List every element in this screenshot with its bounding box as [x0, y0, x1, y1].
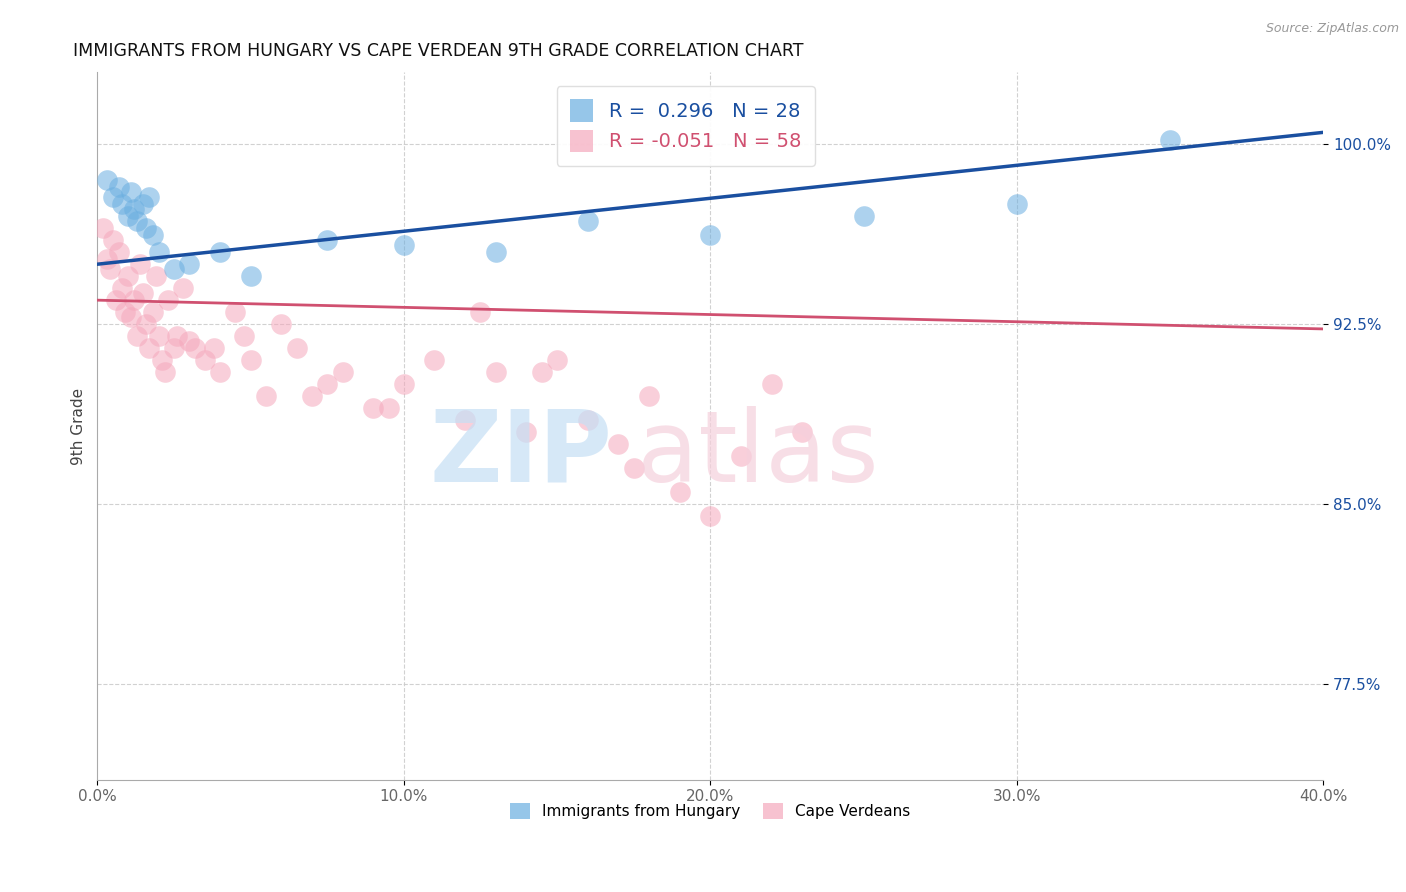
Point [254, 389, 277, 403]
Point [301, 389, 323, 403]
Point [166, 329, 188, 343]
Point [208, 365, 231, 379]
Point [101, 190, 124, 204]
Point [332, 365, 354, 379]
Point [98, 262, 121, 277]
Point [623, 461, 645, 475]
Point [607, 437, 630, 451]
Point [111, 281, 134, 295]
Point [120, 186, 142, 200]
Text: atlas: atlas [637, 406, 879, 503]
Point [172, 281, 194, 295]
Point [117, 269, 139, 284]
Point [141, 228, 163, 243]
Point [150, 353, 173, 368]
Point [361, 401, 384, 415]
Point [145, 269, 167, 284]
Point [699, 508, 721, 523]
Point [761, 377, 783, 392]
Point [135, 221, 157, 235]
Point [127, 329, 149, 343]
Point [576, 214, 599, 228]
Point [179, 334, 201, 348]
Point [485, 365, 508, 379]
Point [792, 425, 814, 439]
Point [120, 310, 142, 324]
Point [179, 257, 201, 271]
Point [135, 317, 157, 331]
Point [163, 262, 186, 277]
Point [233, 329, 256, 343]
Text: IMMIGRANTS FROM HUNGARY VS CAPE VERDEAN 9TH GRADE CORRELATION CHART: IMMIGRANTS FROM HUNGARY VS CAPE VERDEAN … [73, 42, 803, 60]
Point [132, 197, 155, 211]
Point [1005, 197, 1028, 211]
Point [485, 245, 508, 260]
Point [96, 173, 118, 187]
Point [668, 485, 690, 500]
Point [114, 305, 136, 319]
Point [852, 209, 875, 223]
Point [148, 245, 170, 260]
Text: ZIP: ZIP [429, 406, 612, 503]
Point [129, 257, 152, 271]
Point [104, 293, 127, 308]
Point [638, 389, 661, 403]
Point [107, 180, 129, 194]
Point [127, 214, 149, 228]
Point [111, 197, 134, 211]
Point [107, 245, 129, 260]
Point [224, 305, 246, 319]
Point [285, 341, 308, 355]
Point [122, 293, 145, 308]
Point [208, 245, 231, 260]
Point [184, 341, 207, 355]
Point [163, 341, 186, 355]
Point [316, 377, 339, 392]
Y-axis label: 9th Grade: 9th Grade [72, 387, 86, 465]
Point [96, 252, 118, 267]
Point [194, 353, 217, 368]
Point [101, 233, 124, 247]
Point [576, 413, 599, 427]
Point [117, 209, 139, 223]
Legend: Immigrants from Hungary, Cape Verdeans: Immigrants from Hungary, Cape Verdeans [503, 797, 917, 825]
Point [699, 228, 721, 243]
Point [1159, 132, 1181, 146]
Point [156, 293, 179, 308]
Point [392, 377, 415, 392]
Point [138, 190, 160, 204]
Point [122, 202, 145, 216]
Point [93, 221, 115, 235]
Point [316, 233, 339, 247]
Point [730, 449, 752, 463]
Point [141, 305, 163, 319]
Point [270, 317, 292, 331]
Point [470, 305, 492, 319]
Point [132, 285, 155, 300]
Point [148, 329, 170, 343]
Text: Source: ZipAtlas.com: Source: ZipAtlas.com [1265, 22, 1399, 36]
Point [239, 353, 262, 368]
Point [377, 401, 399, 415]
Point [239, 269, 262, 284]
Point [454, 413, 477, 427]
Point [423, 353, 446, 368]
Point [530, 365, 553, 379]
Point [546, 353, 568, 368]
Point [153, 365, 176, 379]
Point [515, 425, 537, 439]
Point [202, 341, 225, 355]
Point [392, 238, 415, 252]
Point [138, 341, 160, 355]
